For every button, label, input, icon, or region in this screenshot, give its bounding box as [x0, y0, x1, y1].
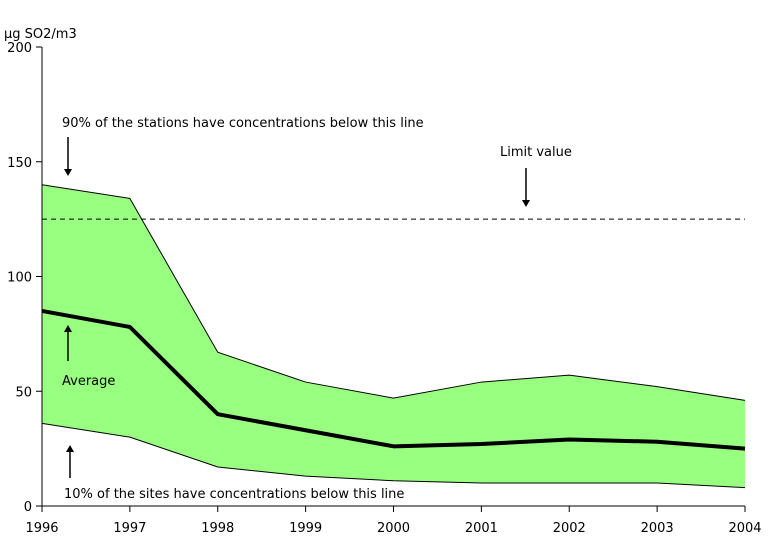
series-average-line	[41, 308, 746, 451]
x-tick-label: 1998	[201, 521, 234, 536]
x-tick-label: 1996	[25, 521, 58, 536]
y-tick-label: 50	[15, 385, 32, 400]
x-tick-label: 2002	[553, 521, 586, 536]
y-tick-label: 150	[7, 156, 32, 171]
annotation-average: Average	[62, 374, 115, 389]
x-tick-label: 2001	[465, 521, 498, 536]
x-tick-label: 1999	[289, 521, 322, 536]
arrowhead-limit-value	[522, 200, 530, 207]
arrowhead-90-percent	[64, 169, 72, 176]
y-tick-label: 100	[7, 271, 32, 286]
x-tick-label: 2000	[377, 521, 410, 536]
series-10-percentile-line	[41, 422, 746, 489]
arrowhead-average	[64, 325, 72, 332]
x-tick-label: 2004	[728, 521, 761, 536]
arrowhead-10-percent	[66, 445, 74, 452]
y-tick-label: 0	[24, 500, 32, 515]
x-tick-label: 2003	[641, 521, 674, 536]
y-tick-label: 200	[7, 41, 32, 56]
annotation-90-percent: 90% of the stations have concentrations …	[62, 116, 424, 131]
y-axis-title: µg SO2/m3	[4, 27, 77, 42]
annotation-limit-value: Limit value	[500, 145, 572, 160]
annotation-10-percent: 10% of the sites have concentrations bel…	[64, 487, 404, 502]
series-90-percentile-line	[41, 184, 746, 401]
x-tick-label: 1997	[113, 521, 146, 536]
